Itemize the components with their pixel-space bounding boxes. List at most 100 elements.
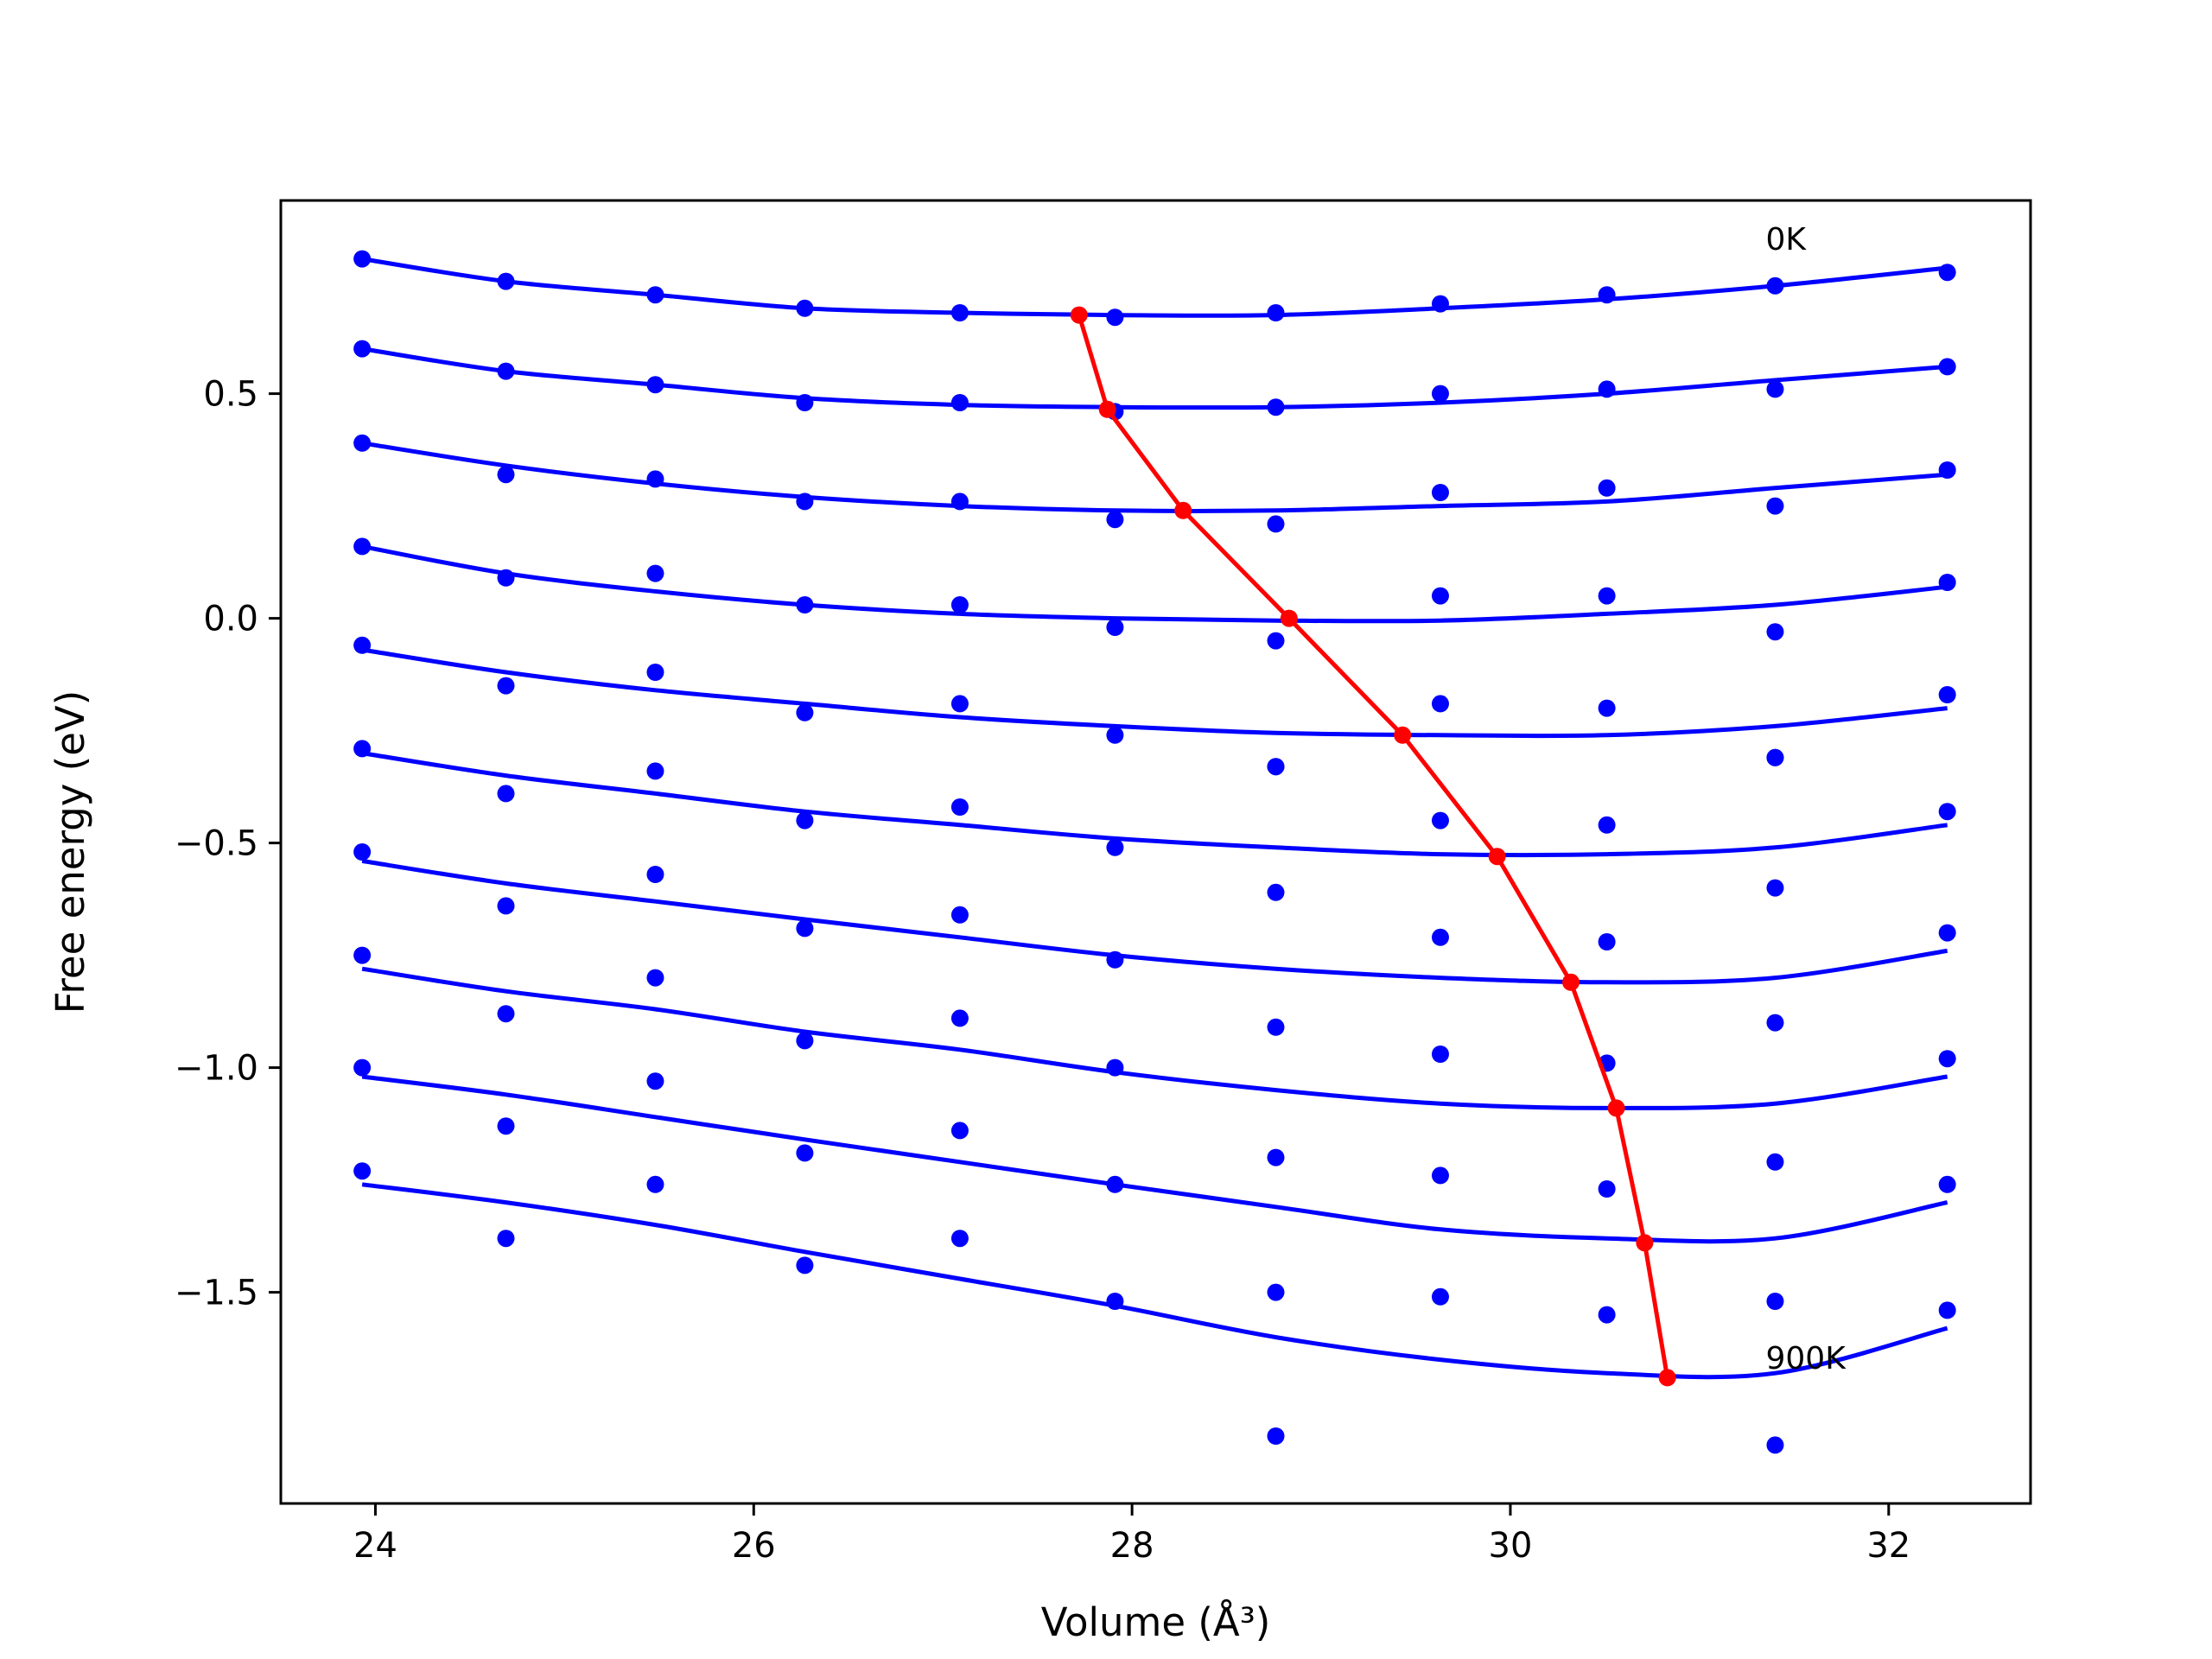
- minimum-point-8: [1636, 1234, 1654, 1252]
- y-axis-label: Free energy (eV): [48, 690, 93, 1014]
- fit-curve-4: [361, 647, 1948, 739]
- data-point-3-7: [1431, 587, 1449, 605]
- x-tick-label-2: 28: [1110, 1526, 1154, 1566]
- data-point-3-5: [1106, 619, 1124, 636]
- data-points: [353, 250, 1956, 1454]
- data-point-8-3: [796, 1144, 814, 1162]
- data-point-6-4: [950, 906, 969, 924]
- data-point-1-10: [1938, 358, 1956, 376]
- data-point-0-7: [1431, 295, 1449, 313]
- data-point-2-0: [353, 434, 372, 452]
- minimum-point-4: [1394, 726, 1412, 744]
- data-point-2-3: [796, 493, 814, 511]
- data-point-9-0: [353, 1162, 372, 1180]
- data-point-5-6: [1267, 758, 1285, 776]
- data-point-1-6: [1267, 398, 1285, 416]
- data-point-7-3: [796, 1032, 814, 1050]
- data-point-7-6: [1267, 1018, 1285, 1036]
- data-point-4-3: [796, 703, 814, 721]
- data-point-0-2: [646, 286, 664, 304]
- data-point-7-4: [950, 1009, 969, 1027]
- data-point-0-0: [353, 250, 372, 268]
- fit-curve-6: [361, 858, 1948, 985]
- minimum-point-3: [1280, 609, 1298, 627]
- annotation-1: 900K: [1766, 1341, 1847, 1376]
- minimum-energy-path: [1070, 306, 1676, 1387]
- data-point-2-8: [1598, 479, 1616, 497]
- fit-curve-3: [361, 543, 1948, 624]
- data-point-2-9: [1766, 497, 1784, 515]
- y-axis-ticks: 0.5 0.0 −0.5 −1.0 −1.5: [175, 375, 281, 1313]
- data-point-6-6: [1267, 883, 1285, 901]
- data-point-5-2: [646, 762, 664, 780]
- data-point-4-4: [950, 695, 969, 713]
- x-tick-label-0: 24: [353, 1526, 397, 1566]
- data-point-8-5: [1106, 1175, 1124, 1193]
- data-point-4-10: [1938, 686, 1956, 703]
- data-point-8-7: [1431, 1166, 1449, 1185]
- data-point-0-6: [1267, 304, 1285, 321]
- annotation-0: 0K: [1766, 222, 1808, 257]
- data-point-2-6: [1267, 515, 1285, 533]
- data-point-8-8: [1598, 1180, 1616, 1198]
- data-point-3-4: [950, 596, 969, 613]
- data-point-7-7: [1431, 1046, 1449, 1063]
- data-point-4-2: [646, 664, 664, 681]
- data-point-7-1: [497, 1005, 515, 1023]
- y-tick-label-3: −1.0: [175, 1049, 258, 1089]
- data-point-5-8: [1598, 816, 1616, 834]
- data-point-5-3: [796, 811, 814, 830]
- data-point-3-6: [1267, 632, 1285, 650]
- data-point-8-9: [1766, 1153, 1784, 1171]
- data-point-7-0: [353, 946, 372, 964]
- minimum-point-5: [1488, 848, 1506, 866]
- data-point-3-9: [1766, 623, 1784, 641]
- data-point-5-7: [1431, 811, 1449, 830]
- data-point-1-8: [1598, 380, 1616, 398]
- data-point-3-8: [1598, 587, 1616, 605]
- data-point-9-6: [1267, 1283, 1285, 1301]
- data-point-6-1: [497, 897, 515, 915]
- data-point-1-7: [1431, 385, 1449, 403]
- data-point-5-10: [1938, 803, 1956, 821]
- data-point-4-8: [1598, 699, 1616, 717]
- y-tick-label-0: 0.5: [203, 375, 258, 415]
- data-point-9-5: [1106, 1293, 1124, 1310]
- data-point-0-9: [1766, 276, 1784, 295]
- data-point-3-3: [796, 596, 814, 613]
- data-point-6-2: [646, 866, 664, 883]
- data-point-0-10: [1938, 264, 1956, 282]
- data-point-10-9: [1766, 1436, 1784, 1454]
- data-point-6-8: [1598, 933, 1616, 950]
- data-point-4-1: [497, 677, 515, 695]
- data-point-5-4: [950, 798, 969, 816]
- data-point-5-5: [1106, 838, 1124, 856]
- data-point-2-5: [1106, 511, 1124, 529]
- data-point-6-10: [1938, 924, 1956, 942]
- minimum-point-1: [1098, 400, 1116, 418]
- fit-curve-5: [361, 751, 1948, 858]
- data-point-6-7: [1431, 928, 1449, 946]
- data-point-7-2: [646, 969, 664, 987]
- fit-curve-2: [361, 441, 1948, 513]
- data-point-6-5: [1106, 950, 1124, 969]
- data-point-8-0: [353, 1058, 372, 1077]
- data-point-9-2: [646, 1175, 664, 1193]
- data-point-0-3: [796, 299, 814, 317]
- minimum-path-line: [1077, 314, 1670, 1378]
- data-point-3-10: [1938, 574, 1956, 591]
- plot-frame: [279, 199, 2032, 1505]
- data-point-3-2: [646, 564, 664, 582]
- data-point-7-5: [1106, 1058, 1124, 1077]
- data-point-9-3: [796, 1256, 814, 1274]
- data-point-8-1: [497, 1117, 515, 1135]
- fitted-curves: [361, 257, 1948, 1380]
- fit-curve-1: [361, 346, 1948, 410]
- data-point-1-3: [796, 394, 814, 411]
- annotations: 0K 900K: [1766, 222, 1847, 1376]
- data-point-8-4: [950, 1122, 969, 1140]
- minimum-point-6: [1562, 973, 1580, 991]
- data-point-0-5: [1106, 308, 1124, 327]
- data-point-4-7: [1431, 695, 1449, 713]
- x-tick-label-4: 32: [1866, 1526, 1910, 1566]
